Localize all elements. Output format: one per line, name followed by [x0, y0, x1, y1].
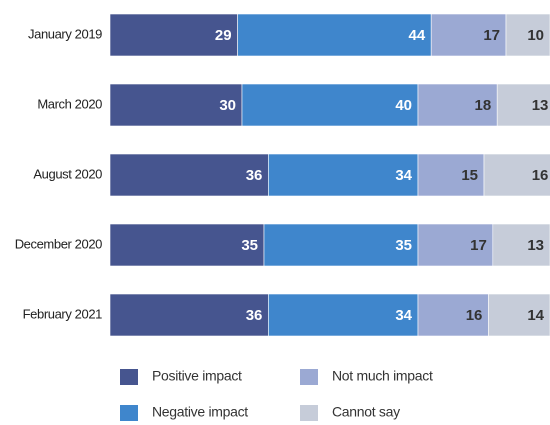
bar-segment	[263, 223, 419, 267]
bar-segment	[417, 293, 489, 337]
value-label: 10	[527, 27, 544, 44]
value-label: 34	[395, 167, 412, 184]
legend-label: Negative impact	[152, 404, 248, 420]
bar-segment	[237, 13, 432, 57]
bar-segment	[505, 13, 550, 57]
bar-segment	[488, 293, 550, 337]
value-label: 17	[483, 27, 500, 44]
bar-segment	[241, 83, 419, 127]
value-label: 18	[475, 97, 492, 114]
category-label: December 2020	[15, 236, 102, 251]
value-label: 35	[241, 237, 258, 254]
bar-segment	[496, 83, 550, 127]
legend-swatch	[120, 369, 138, 385]
value-label: 16	[532, 167, 549, 184]
legend-label: Cannot say	[332, 404, 400, 420]
value-label: 30	[219, 97, 236, 114]
bar-segment	[109, 223, 265, 267]
value-label: 36	[246, 167, 263, 184]
value-label: 44	[409, 27, 426, 44]
category-label: February 2021	[23, 306, 103, 321]
value-label: 13	[527, 237, 544, 254]
bar-segment	[483, 153, 550, 197]
value-label: 29	[215, 27, 232, 44]
value-label: 14	[527, 307, 544, 324]
legend-label: Positive impact	[152, 368, 242, 384]
bar-segment	[492, 223, 550, 267]
bar-segment	[430, 13, 507, 57]
legend-label: Not much impact	[332, 368, 433, 384]
value-label: 17	[470, 237, 487, 254]
category-label: March 2020	[37, 96, 102, 111]
bar-segment	[109, 13, 238, 57]
legend-swatch	[300, 405, 318, 421]
bar-segment	[109, 293, 269, 337]
category-label: August 2020	[33, 166, 102, 181]
bar-segment	[417, 153, 485, 197]
value-label: 35	[395, 237, 412, 254]
category-label: January 2019	[28, 26, 102, 41]
value-label: 36	[246, 307, 263, 324]
value-label: 15	[461, 167, 478, 184]
bar-segment	[109, 83, 243, 127]
bar-segment	[268, 293, 419, 337]
value-label: 34	[395, 307, 412, 324]
legend-swatch	[120, 405, 138, 421]
value-label: 16	[466, 307, 483, 324]
bar-segment	[417, 83, 498, 127]
value-label: 13	[532, 97, 549, 114]
bar-segment	[417, 223, 494, 267]
bar-segment	[109, 153, 269, 197]
value-label: 40	[395, 97, 412, 114]
legend-swatch	[300, 369, 318, 385]
